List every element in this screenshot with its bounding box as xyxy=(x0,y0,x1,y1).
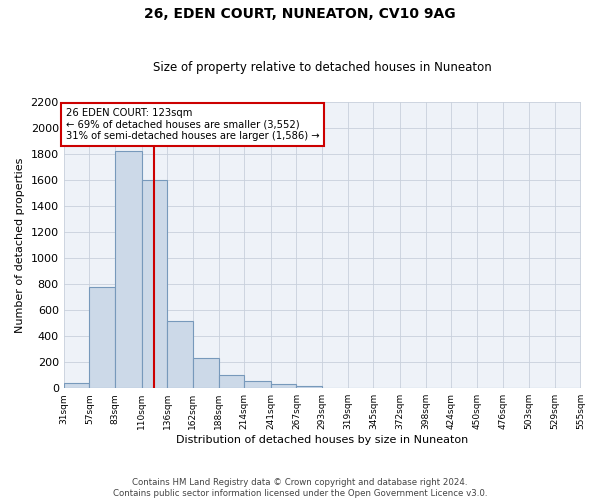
Bar xyxy=(64,383,89,388)
Text: 26, EDEN COURT, NUNEATON, CV10 9AG: 26, EDEN COURT, NUNEATON, CV10 9AG xyxy=(144,8,456,22)
Bar xyxy=(296,386,322,388)
Text: Contains HM Land Registry data © Crown copyright and database right 2024.
Contai: Contains HM Land Registry data © Crown c… xyxy=(113,478,487,498)
Bar xyxy=(193,358,218,388)
X-axis label: Distribution of detached houses by size in Nuneaton: Distribution of detached houses by size … xyxy=(176,435,468,445)
Y-axis label: Number of detached properties: Number of detached properties xyxy=(15,158,25,333)
Bar xyxy=(218,374,244,388)
Title: Size of property relative to detached houses in Nuneaton: Size of property relative to detached ho… xyxy=(153,62,491,74)
Bar xyxy=(271,384,296,388)
Bar xyxy=(167,321,193,388)
Bar xyxy=(89,287,115,388)
Bar xyxy=(244,381,271,388)
Text: 26 EDEN COURT: 123sqm
← 69% of detached houses are smaller (3,552)
31% of semi-d: 26 EDEN COURT: 123sqm ← 69% of detached … xyxy=(65,108,319,141)
Bar xyxy=(115,152,142,388)
Bar xyxy=(142,180,167,388)
